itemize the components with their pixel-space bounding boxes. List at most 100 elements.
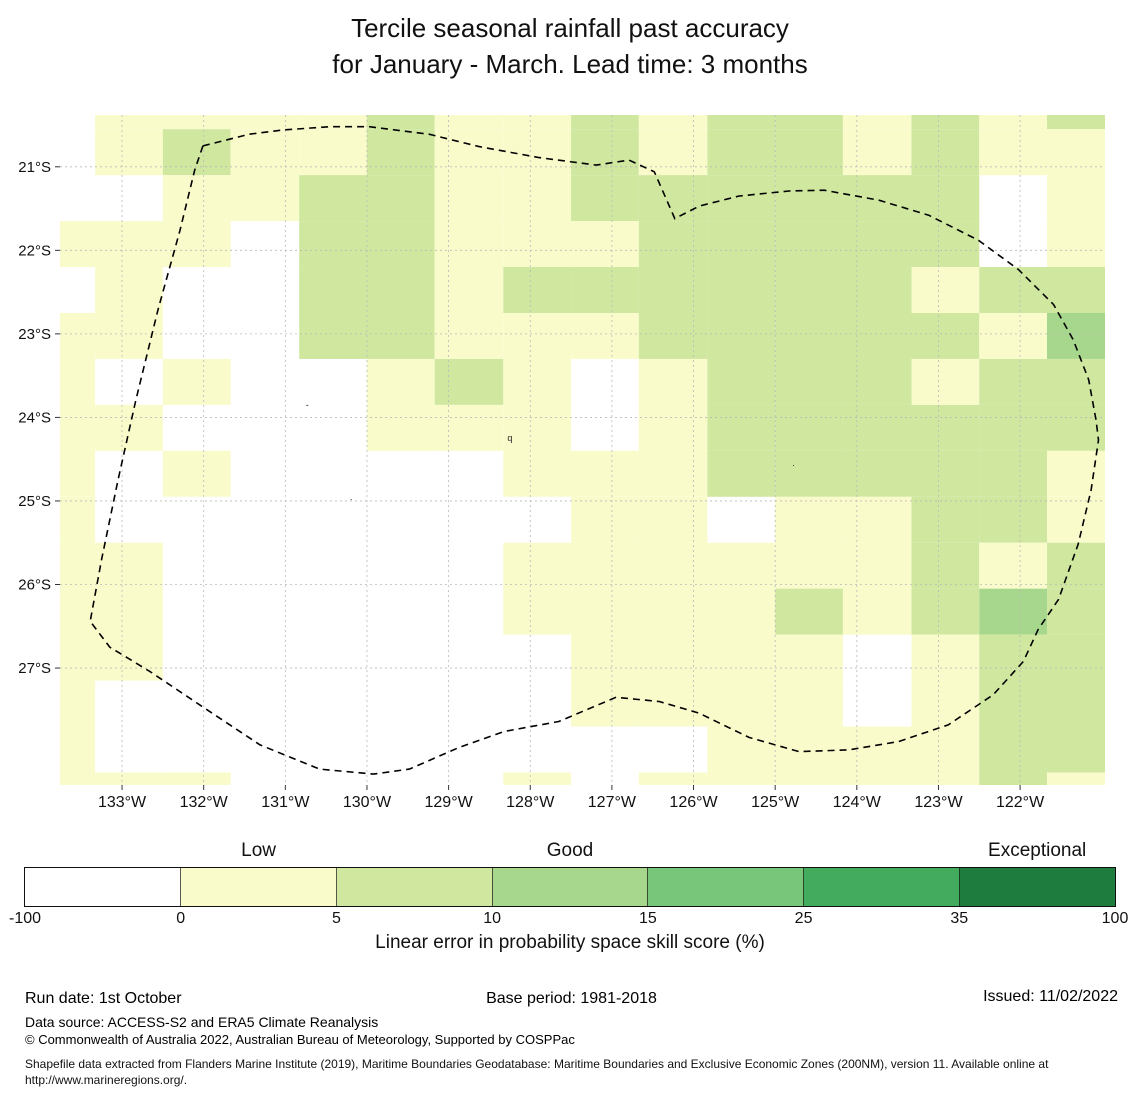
colorbar-category-label: Low (241, 840, 276, 861)
x-tick-label: 127°W (588, 794, 637, 811)
grid-cell (571, 267, 639, 313)
grid-cell (979, 450, 1048, 497)
colorbar-category-label: Good (546, 840, 594, 861)
grid-cell (638, 450, 708, 497)
grid-cell (503, 175, 572, 222)
grid-cell (842, 588, 912, 635)
grid-cell (60, 450, 96, 497)
colorbar-segment (180, 868, 337, 906)
grid-cell (230, 115, 300, 130)
grid-cell (434, 221, 504, 268)
grid-cell (1047, 680, 1105, 727)
grid-cell (911, 129, 980, 176)
grid-cell (503, 221, 572, 268)
grid-cell (979, 312, 1048, 359)
grid-cell (95, 772, 163, 785)
grid-cell (60, 588, 96, 635)
grid-cell (842, 312, 912, 359)
grid-cell (366, 404, 435, 451)
grid-cell (911, 221, 980, 268)
grid-cell (775, 450, 843, 497)
grid-cell (95, 129, 163, 176)
colorbar-segment (804, 868, 961, 906)
grid-cell (979, 267, 1048, 313)
colorbar-tick-label: -100 (8, 910, 42, 927)
grid-cell (775, 312, 843, 359)
grid-cell (979, 358, 1048, 405)
grid-cell (979, 115, 1048, 130)
grid-cell (979, 772, 1048, 785)
grid-cell (638, 221, 708, 268)
issued-date-text: Issued: 11/02/2022 (983, 988, 1118, 1005)
grid-cell (95, 115, 163, 130)
grid-cell (842, 175, 912, 222)
grid-cell (638, 358, 708, 405)
grid-cell (638, 267, 708, 313)
grid-cell (707, 221, 776, 268)
grid-cell (775, 680, 843, 727)
colorbar-segment (25, 868, 181, 906)
grid-cell (571, 312, 639, 359)
grid-cell (571, 634, 639, 681)
x-tick-label: 126°W (669, 794, 718, 811)
y-tick-label: 24°S (18, 409, 51, 426)
grid-cell (162, 175, 231, 222)
grid-cell (979, 680, 1048, 727)
grid-cell (162, 772, 231, 785)
grid-cell (571, 680, 639, 727)
grid-cell (911, 175, 980, 222)
grid-cell (911, 312, 980, 359)
grid-cell (775, 496, 843, 543)
colorbar-tick-label: 35 (950, 910, 969, 927)
grid-cell (366, 312, 435, 359)
grid-cell (571, 588, 639, 635)
grid-cell (60, 496, 96, 543)
grid-cell (60, 404, 96, 451)
grid-cell (95, 267, 163, 313)
grid-cell (299, 267, 367, 313)
x-tick-label: 130°W (343, 794, 392, 811)
grid-cell (299, 175, 367, 222)
grid-cell (707, 450, 776, 497)
base-period-text: Base period: 1981-2018 (486, 990, 657, 1007)
colorbar-segment (648, 868, 805, 906)
grid-cell (911, 496, 980, 543)
data-source-text: Data source: ACCESS-S2 and ERA5 Climate … (25, 1014, 379, 1030)
grid-cell (638, 542, 708, 589)
stray-mark: . (350, 492, 353, 502)
eez-boundary-line (89, 125, 1100, 775)
x-tick-label: 133°W (98, 794, 147, 811)
colorbar-tick-label: 10 (483, 910, 502, 927)
grid-cell (299, 129, 367, 176)
grid-cell (979, 129, 1048, 176)
grid-cell (775, 115, 843, 130)
grid-cell (1047, 115, 1105, 130)
stray-mark: q (507, 433, 512, 443)
grid-cell (707, 312, 776, 359)
grid-cell (1047, 129, 1105, 176)
y-tick-label: 26°S (18, 577, 51, 594)
grid-cell (979, 726, 1048, 773)
stray-mark: - (306, 400, 309, 410)
grid-cell (707, 267, 776, 313)
grid-cell (434, 267, 504, 313)
grid-cell (60, 634, 96, 681)
grid-cell (434, 404, 504, 451)
grid-cell (571, 115, 639, 130)
x-tick-label: 125°W (751, 794, 800, 811)
chart-title: Tercile seasonal rainfall past accuracy … (0, 10, 1140, 82)
grid-cell (571, 129, 639, 176)
grid-cell (775, 588, 843, 635)
grid-cell (638, 312, 708, 359)
grid-cell (503, 588, 572, 635)
grid-cell (299, 312, 367, 359)
grid-cell (95, 312, 163, 359)
grid-cell (911, 450, 980, 497)
grid-cell (1047, 542, 1105, 589)
grid-cell (366, 358, 435, 405)
grid-cell (503, 772, 572, 785)
colorbar-tick-label: 100 (1101, 910, 1129, 927)
colorbar-bar (24, 867, 1116, 907)
colorbar-tick-label: 5 (331, 910, 341, 927)
grid-cell (707, 404, 776, 451)
